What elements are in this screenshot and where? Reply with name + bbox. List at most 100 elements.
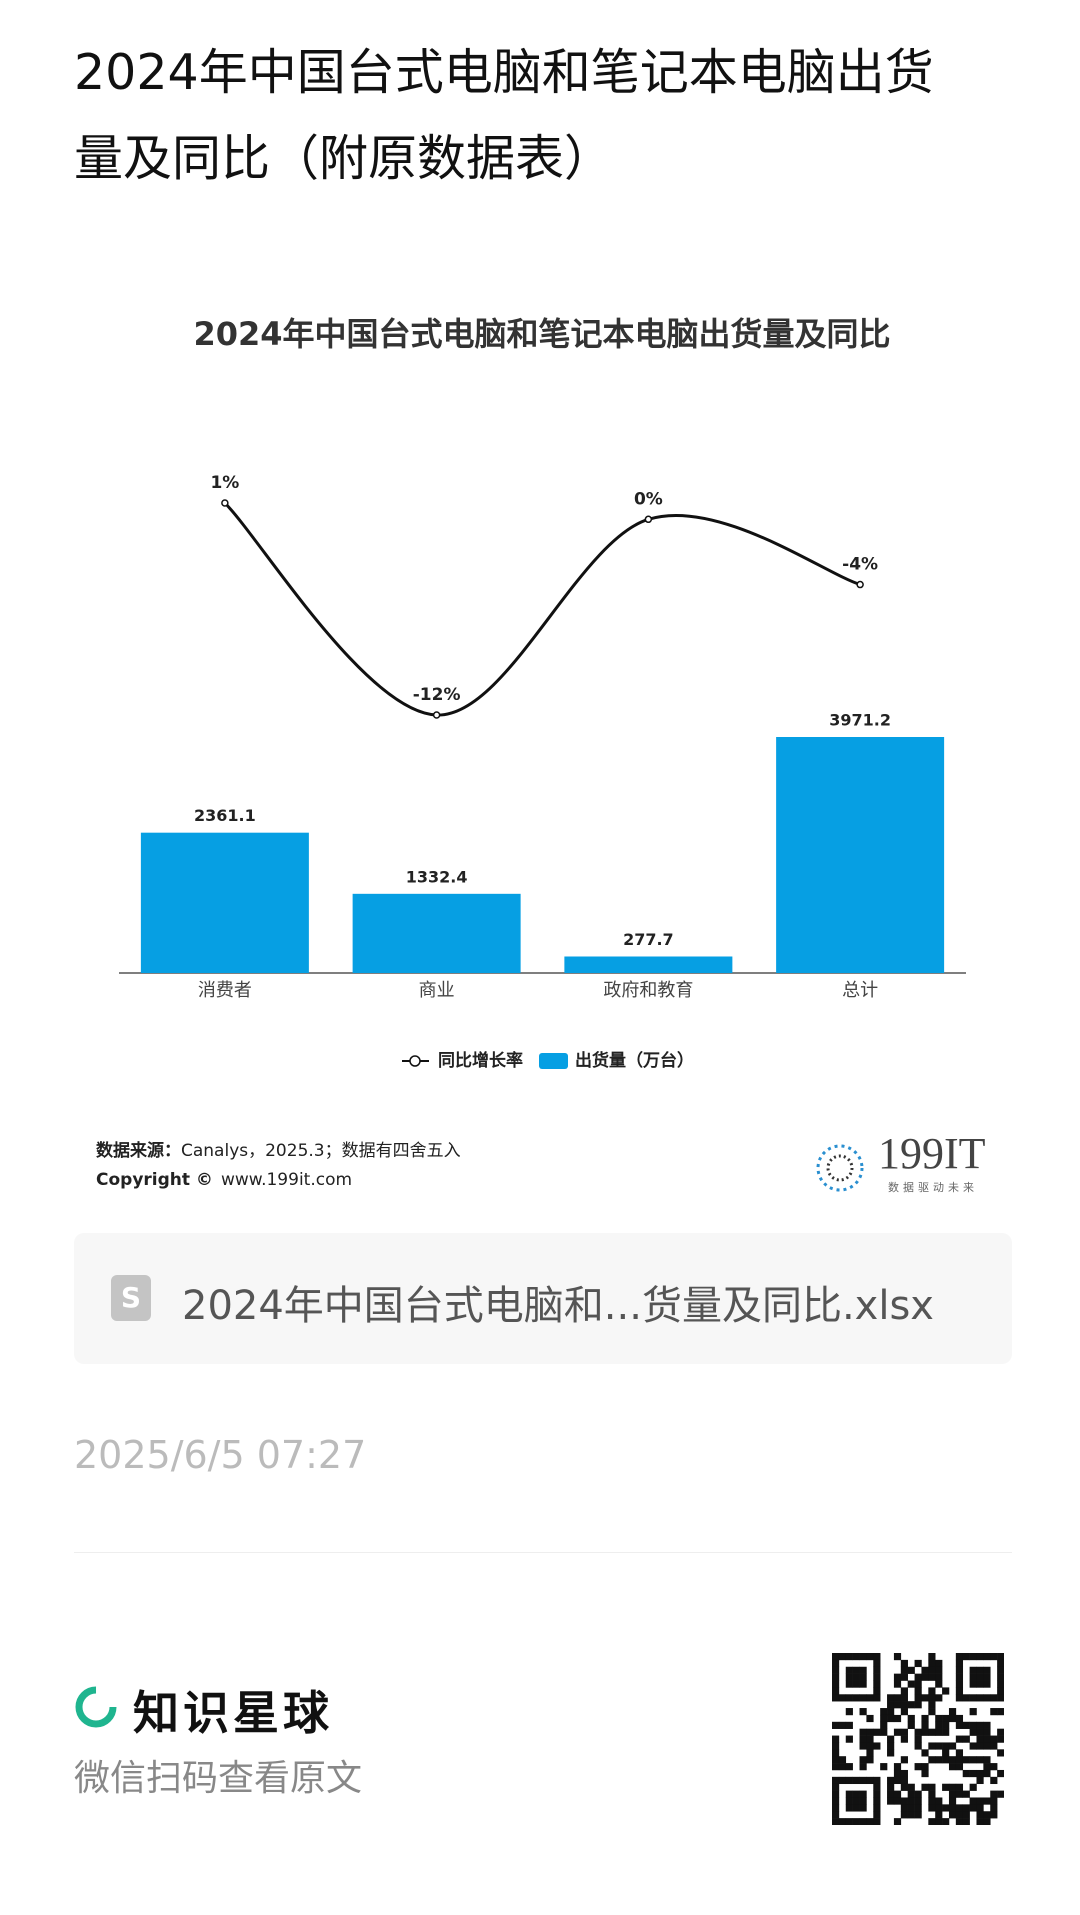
- qr-module: [832, 1783, 840, 1791]
- logo-text: 199IT: [878, 1129, 986, 1178]
- qr-module: [976, 1769, 984, 1778]
- data-label: 3971.2: [829, 711, 891, 730]
- qr-module: [969, 1708, 977, 1716]
- qr-module: [845, 1804, 853, 1812]
- logo-tagline: 数据驱动未来: [888, 1180, 978, 1194]
- qr-module: [845, 1735, 853, 1743]
- data-label: 1332.4: [406, 867, 468, 886]
- qr-module: [907, 1666, 915, 1674]
- qr-module: [832, 1763, 840, 1771]
- qr-module: [907, 1811, 915, 1819]
- qr-module: [990, 1742, 998, 1750]
- x-tick-label: 政府和教育: [603, 980, 693, 1001]
- qr-module: [948, 1811, 957, 1819]
- qr-module: [997, 1749, 1004, 1757]
- hint: 微信扫码查看原文: [74, 1758, 363, 1799]
- qr-module: [921, 1714, 929, 1723]
- qr-module: [969, 1769, 977, 1778]
- qr-module: [969, 1680, 977, 1688]
- qr-module: [893, 1790, 902, 1798]
- qr-module: [880, 1708, 888, 1716]
- qr-module: [866, 1818, 874, 1825]
- qr-module: [873, 1659, 881, 1668]
- qr-module: [866, 1749, 874, 1757]
- qr-module: [914, 1687, 922, 1695]
- qr-module: [983, 1763, 991, 1771]
- qr-module: [859, 1790, 867, 1798]
- qr-module: [928, 1653, 936, 1661]
- qr-module: [873, 1811, 881, 1819]
- qr-module: [914, 1694, 922, 1702]
- qr-module: [976, 1673, 984, 1681]
- qr-module: [873, 1790, 881, 1798]
- qr-module: [969, 1728, 977, 1736]
- qr-module: [976, 1776, 984, 1785]
- qr-module: [852, 1776, 860, 1785]
- qr-module: [962, 1721, 970, 1729]
- qr-module: [983, 1735, 991, 1743]
- qr-module: [900, 1728, 908, 1736]
- qr-module: [914, 1811, 922, 1819]
- qr-module: [887, 1694, 895, 1702]
- qr-module: [948, 1783, 957, 1791]
- qr-module: [832, 1776, 840, 1785]
- qr-module: [832, 1673, 840, 1681]
- source-value: Canalys，2025.3；数据有四舍五入: [181, 1141, 461, 1161]
- qr-module: [907, 1797, 915, 1805]
- qr-module: [990, 1735, 998, 1743]
- qr-module: [976, 1756, 984, 1764]
- qr-module: [921, 1673, 929, 1681]
- qr-code[interactable]: [832, 1653, 1004, 1825]
- qr-module: [845, 1653, 853, 1661]
- qr-module: [893, 1673, 902, 1681]
- qr-module: [955, 1721, 964, 1729]
- qr-module: [921, 1728, 929, 1736]
- qr-module: [900, 1783, 908, 1791]
- qr-module: [935, 1694, 943, 1702]
- qr-module: [955, 1659, 964, 1668]
- qr-module: [928, 1673, 936, 1681]
- qr-module: [969, 1666, 977, 1674]
- qr-module: [887, 1749, 895, 1757]
- qr-module: [893, 1818, 902, 1825]
- qr-module: [997, 1659, 1004, 1668]
- qr-module: [969, 1783, 977, 1791]
- qr-module: [900, 1673, 908, 1681]
- qr-module: [845, 1790, 853, 1798]
- logo-mark: [826, 1154, 854, 1182]
- logo-mark: [816, 1144, 864, 1192]
- qr-module: [852, 1666, 860, 1674]
- qr-module: [990, 1763, 998, 1771]
- qr-module: [859, 1797, 867, 1805]
- qr-module: [832, 1797, 840, 1805]
- brand: 知识星球: [133, 1686, 333, 1740]
- qr-module: [880, 1763, 888, 1771]
- legend: 同比增长率 出货量（万台）: [402, 1050, 694, 1071]
- qr-module: [900, 1811, 908, 1819]
- qr-module: [983, 1694, 991, 1702]
- qr-module: [997, 1666, 1004, 1674]
- qr-module: [832, 1666, 840, 1674]
- qr-module: [880, 1721, 888, 1729]
- qr-module: [955, 1680, 964, 1688]
- qr-module: [900, 1776, 908, 1785]
- line: [223, 501, 861, 717]
- qr-module: [955, 1783, 964, 1791]
- qr-module: [832, 1749, 840, 1757]
- qr-module: [948, 1756, 957, 1764]
- qr-module: [942, 1783, 950, 1791]
- qr-module: [976, 1653, 984, 1661]
- qr-module: [832, 1653, 840, 1661]
- qr-module: [859, 1735, 867, 1743]
- file-card[interactable]: S 2024年中国台式电脑和...货量及同比.xlsx: [74, 1233, 1012, 1364]
- qr-module: [900, 1769, 908, 1778]
- qr-module: [997, 1687, 1004, 1695]
- source-text: 数据来源：Canalys，2025.3；数据有四舍五入: [96, 1140, 461, 1161]
- qr-module: [900, 1804, 908, 1812]
- qr-module: [942, 1687, 950, 1695]
- qr-module: [900, 1701, 908, 1709]
- qr-module: [928, 1818, 936, 1825]
- qr-module: [955, 1749, 964, 1757]
- qr-module: [997, 1790, 1004, 1798]
- chart: 2024年中国台式电脑和笔记本电脑出货量及同比 数据来源：Canalys，202…: [96, 315, 986, 1194]
